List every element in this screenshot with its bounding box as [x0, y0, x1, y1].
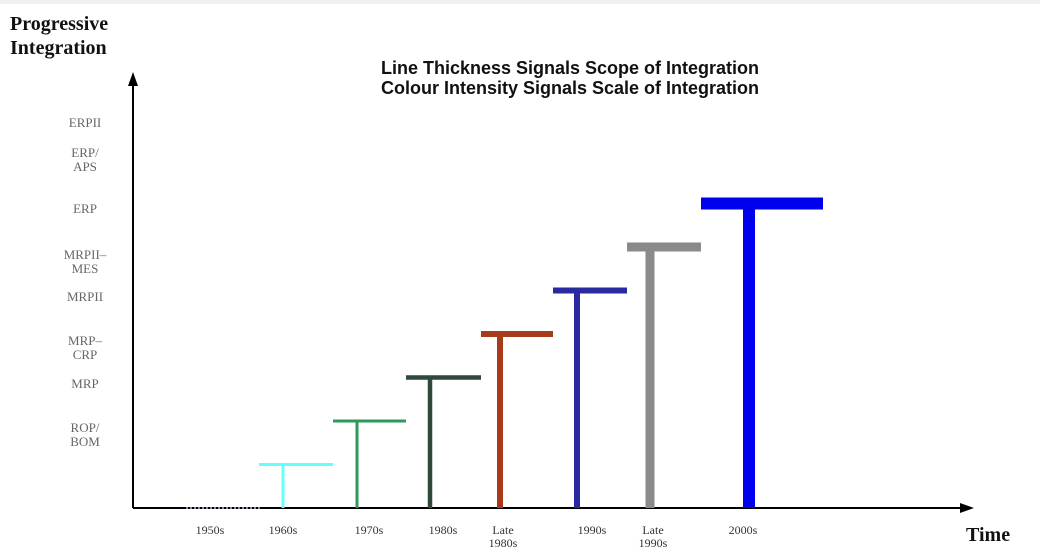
tick-label-2000s-line-1: 2000s [728, 523, 758, 537]
level-marks [186, 197, 823, 509]
level-label-erp-aps-line-2: APS [73, 159, 97, 174]
tick-label-1990s: 1990s [562, 524, 622, 537]
level-label-mrpii-mes-line-2: MES [71, 261, 99, 276]
y-axis-arrowhead [128, 72, 138, 86]
level-label-mrp: MRP [30, 377, 140, 391]
top-bar [0, 0, 1040, 4]
level-label-erp-aps-line-1: ERP/ [71, 145, 99, 160]
tick-label-1980s: 1980s [413, 524, 473, 537]
y-axis-title-line-1: Progressive [10, 13, 109, 35]
level-label-mrp-crp: MRP– CRP [30, 334, 140, 362]
x-axis-arrowhead [960, 503, 974, 513]
tick-label-1960s-line-1: 1960s [268, 523, 298, 537]
tick-label-late-1990s-line-2: 1990s [638, 536, 668, 550]
level-label-mrpii-line-1: MRPII [66, 289, 104, 304]
axes [128, 72, 974, 513]
tick-label-late-1990s-line-1: Late [642, 524, 664, 537]
tick-label-1980s-line-1: 1980s [428, 523, 458, 537]
level-label-erp-aps: ERP/ APS [30, 146, 140, 174]
level-label-erp: ERP [30, 202, 140, 216]
level-label-rop-bom: ROP/ BOM [30, 421, 140, 449]
tick-label-late-1980s-line-1: Late [492, 524, 514, 537]
tick-label-1950s: 1950s [180, 524, 240, 537]
level-label-rop-bom-line-1: ROP/ [70, 420, 100, 435]
tick-label-late-1990s: Late 1990s [623, 524, 683, 550]
level-label-mrpii-mes: MRPII– MES [30, 248, 140, 276]
tick-label-2000s: 2000s [713, 524, 773, 537]
tick-label-1970s-line-1: 1970s [354, 523, 384, 537]
level-label-rop-bom-line-2: BOM [70, 434, 100, 449]
level-label-mrpii-mes-line-1: MRPII– [63, 247, 107, 262]
level-label-mrp-line-1: MRP [71, 376, 99, 391]
tick-label-late-1980s: Late 1980s [473, 524, 533, 550]
tick-label-1990s-line-1: 1990s [577, 523, 607, 537]
chart-headline: Line Thickness Signals Scope of Integrat… [250, 58, 890, 98]
headline-line-2: Colour Intensity Signals Scale of Integr… [380, 78, 760, 98]
level-label-erp-line-1: ERP [73, 201, 97, 216]
tick-label-1970s: 1970s [339, 524, 399, 537]
level-label-erpii-line-1: ERPII [68, 115, 102, 130]
y-axis-title-line-2: Integration [10, 37, 107, 59]
tick-label-1960s: 1960s [253, 524, 313, 537]
x-axis-title: Time [966, 524, 1011, 546]
level-label-mrpii: MRPII [30, 290, 140, 304]
headline-line-1: Line Thickness Signals Scope of Integrat… [380, 58, 760, 78]
tick-label-1950s-line-1: 1950s [195, 523, 225, 537]
tick-label-late-1980s-line-2: 1980s [488, 536, 518, 550]
y-axis-title: Progressive Integration [10, 12, 108, 60]
level-label-erpii: ERPII [30, 116, 140, 130]
level-label-mrp-crp-line-1: MRP– [68, 333, 102, 348]
level-label-mrp-crp-line-2: CRP [72, 347, 98, 362]
